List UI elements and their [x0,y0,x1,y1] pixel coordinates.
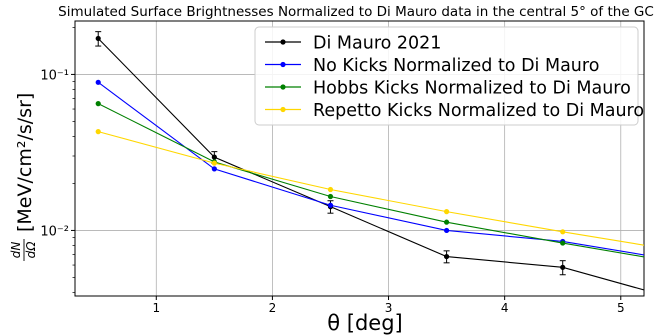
data-point [443,209,450,215]
series-line [98,131,644,246]
legend-box [254,26,639,126]
x-tick-label: 1 [152,301,160,315]
data-point [211,154,217,160]
legend-marker [280,39,286,45]
axes: 1 2 3 4 5 10⁻² 10⁻¹ [40,27,625,315]
y-axis-label-denominator: dΩ [24,241,38,259]
data-point [327,193,334,200]
data-point [327,186,334,193]
y-tick-label: 10⁻¹ [40,68,69,83]
legend-marker [280,61,286,68]
x-tick-label: 3 [385,301,393,315]
data-point [95,129,101,135]
legend-label: Repetto Kicks Normalized to Di Mauro [313,101,644,121]
legend-label: Di Mauro 2021 [313,34,441,54]
series-line [97,81,644,256]
data-point [443,219,450,225]
y-axis-label-numerator: dN [9,242,23,259]
y-tick-label: 10⁻² [40,224,69,239]
data-point [95,35,101,42]
data-point [560,240,566,246]
data-point [95,101,101,107]
series-layer [95,31,644,291]
x-tick-label: 4 [501,301,509,315]
x-axis-label: θ [deg] [327,311,403,335]
data-point [327,202,334,208]
y-axis-label-units: [MeV/cm²/s/sr] [14,93,36,232]
data-point [95,79,101,85]
data-point [443,227,450,234]
data-point [443,253,450,260]
data-point [560,229,566,235]
x-tick-label: 5 [617,301,625,315]
legend-marker [280,84,286,90]
data-point [211,160,217,166]
legend-label: No Kicks Normalized to Di Mauro [313,56,599,76]
data-point [211,166,217,172]
series-line [97,103,644,258]
data-point [560,264,566,270]
chart-title: Simulated Surface Brightnesses Normalize… [58,4,654,20]
x-tick-label: 2 [269,301,277,315]
series-line [97,38,644,291]
y-axis-label: dN dΩ [MeV/cm²/s/sr] [9,93,38,261]
plot-frame [74,20,645,297]
legend-label: Hobbs Kicks Normalized to Di Mauro [313,79,631,99]
legend-marker [280,106,286,113]
